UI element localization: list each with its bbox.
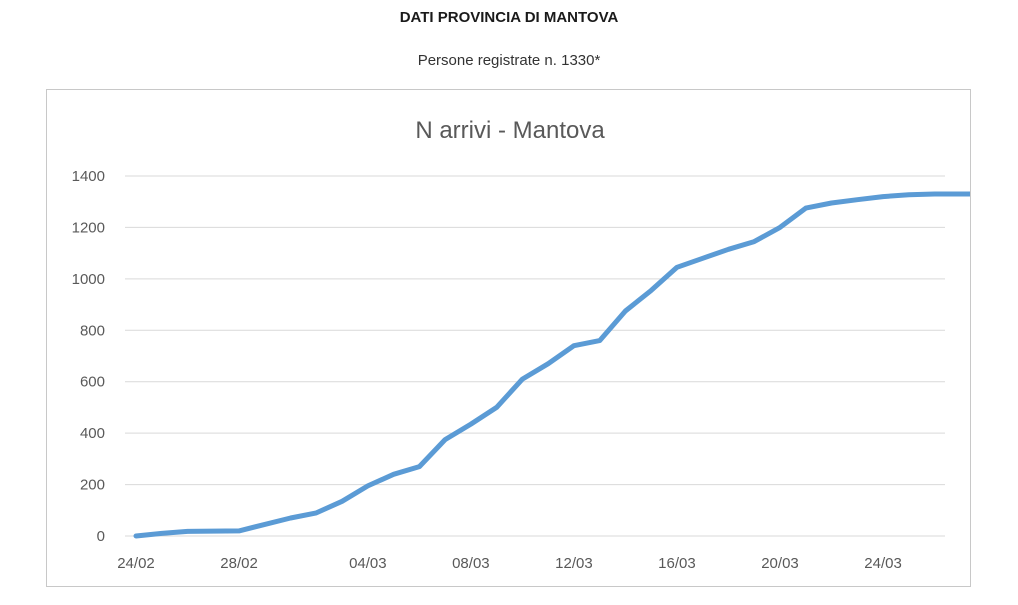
page-title: DATI PROVINCIA DI MANTOVA [399, 9, 619, 26]
y-tick-label: 400 [80, 425, 105, 442]
y-tick-label: 0 [97, 528, 105, 545]
x-tick-label: 24/02 [117, 555, 155, 572]
x-tick-label: 12/03 [555, 555, 593, 572]
y-tick-label: 600 [80, 374, 105, 391]
y-tick-label: 800 [80, 322, 105, 339]
x-tick-label: 24/03 [864, 555, 902, 572]
series-layer [133, 191, 970, 539]
x-axis-ticks: 24/02 28/02 04/03 08/03 12/03 16/03 20/03 24/03 [117, 555, 902, 572]
y-tick-label: 1200 [72, 219, 105, 236]
gridlines [125, 175, 945, 537]
chart-title: N arrivi - Mantova [415, 117, 605, 144]
y-tick-label: 1400 [72, 168, 105, 185]
chart-container: 0 200 400 600 800 1000 1200 1400 24/02 28/02 04/0… [46, 89, 971, 587]
x-tick-label: 28/02 [220, 555, 258, 572]
y-axis-ticks: 0 200 400 600 800 1000 1200 1400 [72, 168, 105, 545]
series-line [133, 191, 970, 539]
x-tick-label: 08/03 [452, 555, 490, 572]
x-tick-label: 04/03 [349, 555, 387, 572]
page-subtitle: Persone registrate n. 1330* [417, 52, 601, 69]
y-tick-label: 1000 [72, 271, 105, 288]
y-tick-label: 200 [80, 477, 105, 494]
x-tick-label: 20/03 [761, 555, 799, 572]
x-tick-label: 16/03 [658, 555, 696, 572]
line-chart: 0 200 400 600 800 1000 1200 1400 24/02 28/02 04/0… [72, 117, 970, 572]
